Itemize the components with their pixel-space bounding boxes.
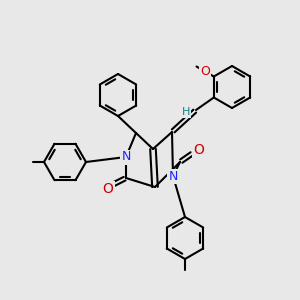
Text: N: N <box>121 151 131 164</box>
Text: O: O <box>200 65 210 78</box>
Text: O: O <box>194 143 204 157</box>
Text: N: N <box>168 169 178 182</box>
Text: H: H <box>182 107 190 117</box>
Text: O: O <box>103 182 113 196</box>
